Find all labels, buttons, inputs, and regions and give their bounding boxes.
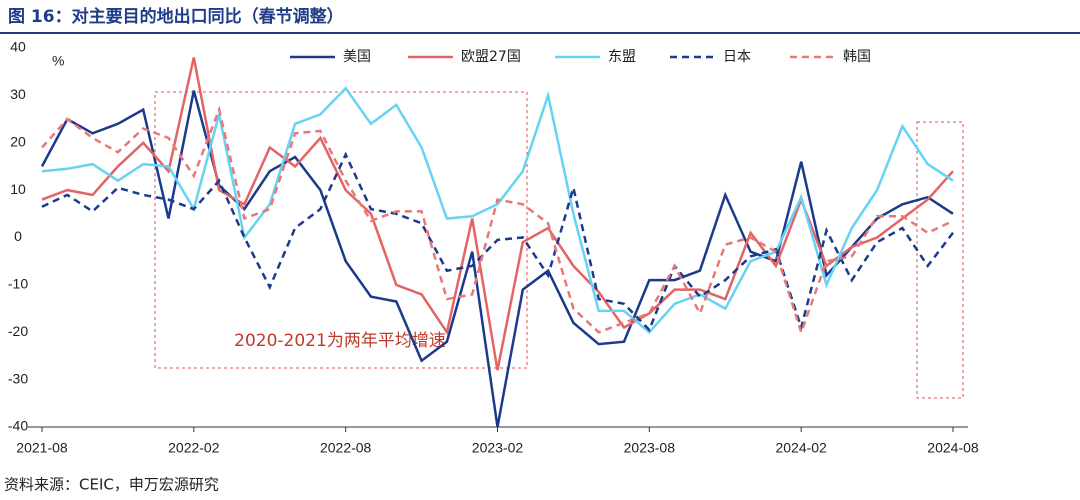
source: 资料来源：CEIC，申万宏源研究 [4, 476, 219, 494]
y-tick-label: 0 [14, 228, 22, 244]
legend-label: 东盟 [608, 49, 636, 65]
legend-label: 韩国 [843, 49, 871, 65]
y-tick-label: -40 [8, 418, 28, 434]
series-line [41, 57, 954, 371]
y-tick-label: 10 [10, 181, 26, 197]
y-tick-label: 20 [10, 133, 26, 149]
chart-title: 图 16：对主要目的地出口同比（春节调整） [8, 6, 344, 27]
series-line [41, 105, 954, 337]
y-tick-label: 30 [10, 86, 26, 102]
x-tick-label: 2024-08 [927, 440, 979, 456]
x-tick-label: 2023-08 [624, 440, 676, 456]
series-line [40, 90, 954, 428]
y-tick-label: 40 [10, 39, 26, 55]
highlight-box [154, 91, 528, 369]
legend-label: 日本 [723, 49, 751, 65]
x-tick-label: 2024-02 [775, 440, 827, 456]
legend-label: 欧盟27国 [461, 49, 521, 65]
x-tick-label: 2022-08 [320, 440, 372, 456]
highlight-box [916, 121, 964, 399]
y-axis-label: % [52, 53, 64, 69]
legend-label: 美国 [343, 49, 371, 65]
x-tick-label: 2023-02 [472, 440, 524, 456]
y-tick-label: -10 [8, 276, 28, 292]
x-tick-label: 2021-08 [16, 440, 68, 456]
x-tick-label: 2022-02 [168, 440, 220, 456]
y-tick-label: -20 [8, 323, 28, 339]
annotation: 2020-2021为两年平均增速 [234, 331, 446, 351]
y-tick-label: -30 [8, 370, 28, 386]
series-line [41, 151, 954, 333]
